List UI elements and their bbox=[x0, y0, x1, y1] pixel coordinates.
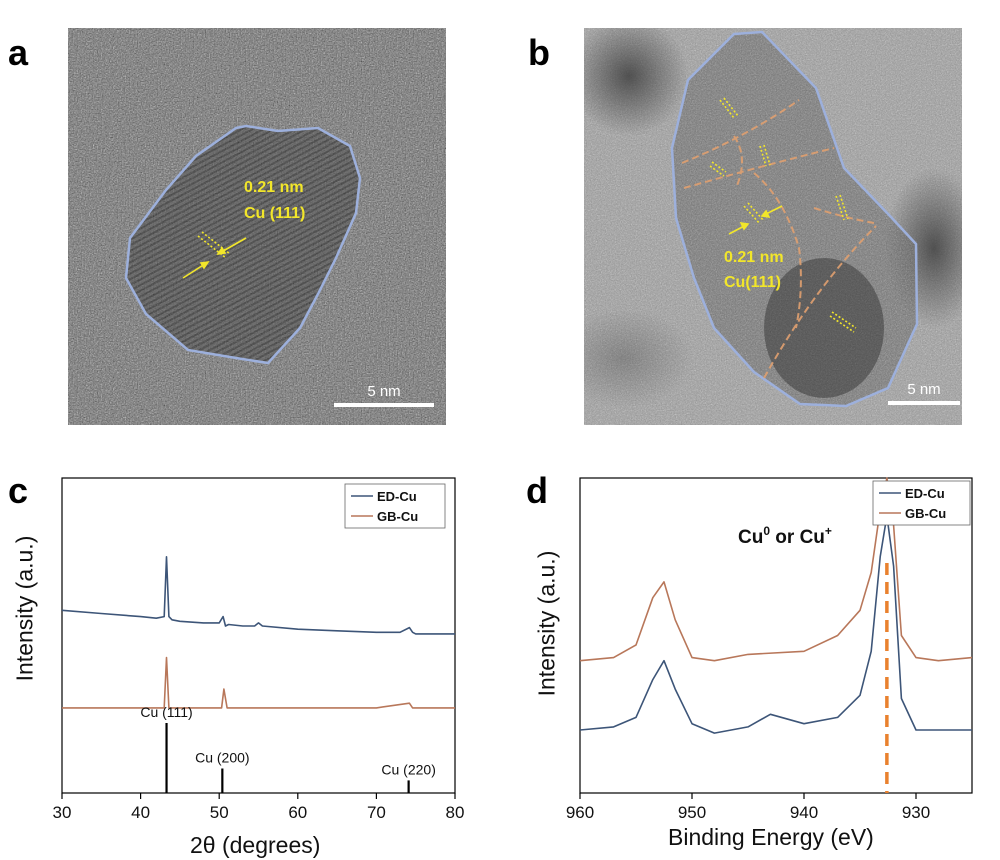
particle-outline-b bbox=[670, 30, 919, 408]
spacing-label-b: 0.21 nm bbox=[724, 249, 784, 266]
reference-label-1: Cu (200) bbox=[195, 750, 249, 766]
x-tick-label-0: 960 bbox=[566, 803, 594, 822]
plane-label-b: Cu(111) bbox=[724, 274, 781, 291]
panel-label-a: a bbox=[8, 32, 29, 73]
spacing-label-a: 0.21 nm bbox=[244, 179, 304, 196]
x-tick-label-3: 930 bbox=[902, 803, 930, 822]
x-tick-label-2: 50 bbox=[210, 803, 229, 822]
series-line-gb-cu bbox=[579, 477, 973, 662]
panel-label-d: d bbox=[526, 470, 548, 511]
x-tick-label-1: 40 bbox=[131, 803, 150, 822]
series-line-ed-cu bbox=[61, 556, 455, 635]
legend-box bbox=[344, 483, 446, 529]
x-tick-label-5: 80 bbox=[446, 803, 465, 822]
panel-label-b: b bbox=[528, 32, 550, 73]
legend-box bbox=[872, 480, 971, 526]
xrd-x-axis-title: 2θ (degrees) bbox=[190, 832, 321, 858]
tem-image-b: 0.21 nm Cu(111) 5 nm bbox=[584, 28, 962, 425]
series-line-ed-cu bbox=[579, 514, 972, 734]
plot-frame bbox=[61, 477, 456, 794]
x-tick-label-1: 950 bbox=[678, 803, 706, 822]
panel-label-c: c bbox=[8, 470, 29, 511]
plot-frame bbox=[579, 477, 973, 794]
series-line-gb-cu bbox=[62, 656, 455, 709]
scale-label-b: 5 nm bbox=[907, 381, 940, 398]
xps-x-axis-title: Binding Energy (eV) bbox=[668, 824, 874, 850]
x-tick-label-0: 30 bbox=[53, 803, 72, 822]
xrd-chart: 30 40 50 60 70 80 ED-Cu GB-Cu Cu (111) Cu (200) Cu… bbox=[53, 477, 465, 822]
plane-label-a: Cu (111) bbox=[244, 205, 305, 222]
reference-label-0: Cu (111) bbox=[140, 704, 192, 720]
tem-image-a: 0.21 nm Cu (111) 5 nm bbox=[68, 28, 446, 425]
legend-label-0: ED-Cu bbox=[905, 486, 945, 501]
xps-y-axis-title: Intensity (a.u.) bbox=[533, 550, 560, 697]
reference-label-2: Cu (220) bbox=[381, 761, 435, 777]
xps-chart: 960 950 940 930 ED-Cu GB-Cu Cu0 or Cu+ bbox=[566, 477, 973, 822]
legend-label-1: GB-Cu bbox=[377, 509, 418, 524]
legend-label-0: ED-Cu bbox=[377, 489, 417, 504]
x-tick-label-3: 60 bbox=[288, 803, 307, 822]
x-tick-label-2: 940 bbox=[790, 803, 818, 822]
particle-outline bbox=[124, 124, 362, 365]
x-tick-label-4: 70 bbox=[367, 803, 386, 822]
scale-label-a: 5 nm bbox=[367, 383, 400, 400]
cu-state-annotation: Cu0 or Cu+ bbox=[738, 524, 832, 548]
xrd-y-axis-title: Intensity (a.u.) bbox=[11, 535, 38, 682]
legend-label-1: GB-Cu bbox=[905, 506, 946, 521]
